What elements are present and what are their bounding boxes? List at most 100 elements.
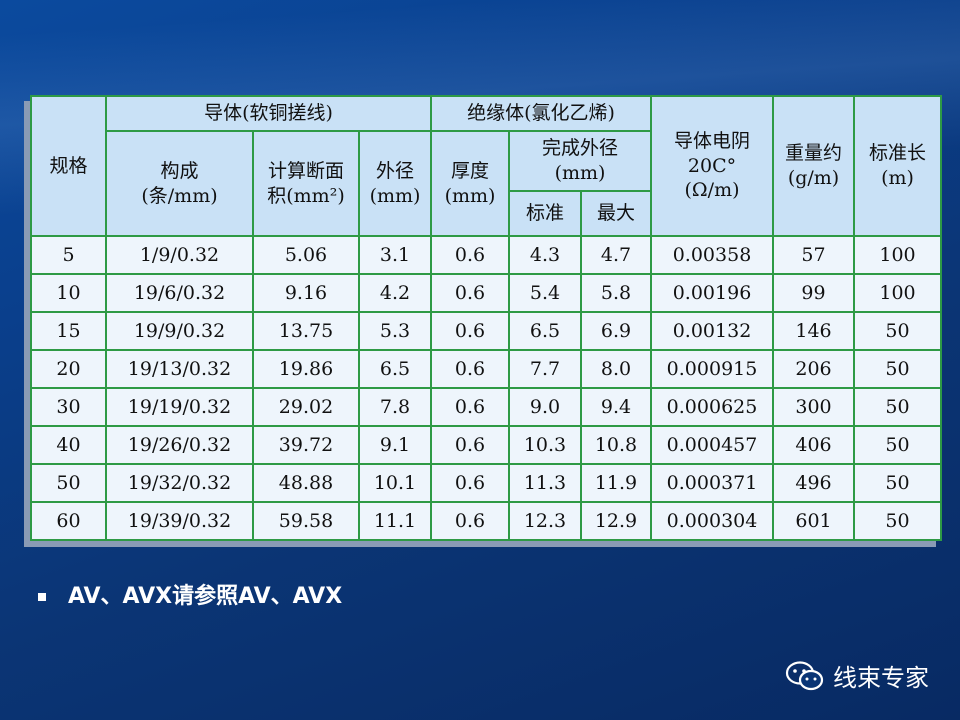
header-cell: 厚度 (mm) <box>430 130 510 237</box>
header-cell: 计算断面 积(mm²) <box>252 130 360 237</box>
bullet <box>38 593 46 601</box>
table-cell: 4.3 <box>508 235 582 275</box>
table-cell: 19/19/0.32 <box>105 387 254 427</box>
table-cell: 0.6 <box>430 311 510 351</box>
table-cell: 10 <box>30 273 107 313</box>
table-cell: 146 <box>772 311 856 351</box>
table-cell: 0.000371 <box>650 463 775 503</box>
table-cell: 13.75 <box>252 311 360 351</box>
wechat-icon <box>785 660 824 690</box>
table-cell: 0.6 <box>430 273 510 313</box>
table-cell: 4.2 <box>358 273 432 313</box>
table-row: 15 19/9/0.32 13.75 5.3 0.6 6.5 6.9 0.00132 146 50 <box>30 311 943 351</box>
table-row: 50 19/32/0.32 48.88 10.1 0.6 11.3 11.9 0.000371… <box>30 463 943 503</box>
table-cell: 50 <box>853 501 943 541</box>
table-cell: 15 <box>30 311 107 351</box>
table-cell: 9.4 <box>579 387 653 427</box>
table-cell: 50 <box>30 463 107 503</box>
table-cell: 9.1 <box>358 425 432 465</box>
table-body: 5 1/9/0.32 5.06 3.1 0.6 4.3 4.7 0.00358 57 100 10 1… <box>30 235 943 541</box>
table-cell: 0.000625 <box>650 387 775 427</box>
table-cell: 7.7 <box>508 349 582 389</box>
table-cell: 60 <box>30 501 107 541</box>
table-row: 10 19/6/0.32 9.16 4.2 0.6 5.4 5.8 0.00196 99 100 <box>30 273 943 313</box>
header-cell: 绝缘体(氯化乙烯) <box>429 95 653 132</box>
table-cell: 4.7 <box>579 235 653 275</box>
table-row: 5 1/9/0.32 5.06 3.1 0.6 4.3 4.7 0.00358 57 100 <box>30 235 943 275</box>
table-cell: 10.3 <box>508 425 582 465</box>
table-cell: 12.9 <box>579 501 653 541</box>
header-cell: 最大 <box>579 190 653 237</box>
table-cell: 19/9/0.32 <box>105 311 254 351</box>
table-cell: 3.1 <box>358 235 432 275</box>
table-cell: 5.06 <box>252 235 360 275</box>
table-cell: 48.88 <box>252 463 360 503</box>
table-cell: 100 <box>853 235 943 275</box>
table-cell: 50 <box>853 387 943 427</box>
table-cell: 0.6 <box>430 425 510 465</box>
table-cell: 8.0 <box>579 349 653 389</box>
note-text: AV、AVX请参照AV、AVX <box>68 584 343 609</box>
table-cell: 20 <box>30 349 107 389</box>
table-row: 30 19/19/0.32 29.02 7.8 0.6 9.0 9.4 0.000625 300… <box>30 387 943 427</box>
header-cell: 外径 (mm) <box>358 130 432 237</box>
header-cell: 标准 <box>508 190 582 237</box>
spec-table: 规格 导体(软铜搓线) 绝缘体(氯化乙烯) 导体电阴 20C° (Ω/m) 重量… <box>30 95 943 541</box>
bullet-note: AV、AVX请参照AV、AVX <box>38 578 342 610</box>
table-row: 40 19/26/0.32 39.72 9.1 0.6 10.3 10.8 0.000457 4… <box>30 425 943 465</box>
table-cell: 0.6 <box>430 349 510 389</box>
table-cell: 19/32/0.32 <box>105 463 254 503</box>
table-cell: 10.1 <box>358 463 432 503</box>
table-cell: 11.9 <box>579 463 653 503</box>
header-cell: 完成外径 (mm) <box>507 130 653 192</box>
table-cell: 6.9 <box>579 311 653 351</box>
header-cell: 标准长 (m) <box>853 95 943 237</box>
table-cell: 406 <box>772 425 856 465</box>
table-cell: 19/39/0.32 <box>105 501 254 541</box>
table-cell: 0.6 <box>430 501 510 541</box>
table-cell: 11.3 <box>508 463 582 503</box>
table-cell: 0.00358 <box>650 235 775 275</box>
watermark: 线束专家 <box>785 658 929 693</box>
table-cell: 10.8 <box>579 425 653 465</box>
table-cell: 0.000457 <box>650 425 775 465</box>
table-cell: 19.86 <box>252 349 360 389</box>
table-cell: 0.6 <box>430 235 510 275</box>
table-cell: 5 <box>30 235 107 275</box>
header-cell: 导体(软铜搓线) <box>105 95 432 132</box>
table-cell: 0.00132 <box>650 311 775 351</box>
table-cell: 9.0 <box>508 387 582 427</box>
table-row: 60 19/39/0.32 59.58 11.1 0.6 12.3 12.9 0.000304… <box>30 501 943 541</box>
table-cell: 6.5 <box>358 349 432 389</box>
table-cell: 12.3 <box>508 501 582 541</box>
table-cell: 19/6/0.32 <box>105 273 254 313</box>
table-cell: 11.1 <box>358 501 432 541</box>
watermark-text: 线束专家 <box>833 664 929 692</box>
table-cell: 19/13/0.32 <box>105 349 254 389</box>
table-cell: 1/9/0.32 <box>105 235 254 275</box>
table-cell: 39.72 <box>252 425 360 465</box>
table-cell: 59.58 <box>252 501 360 541</box>
header-cell: 重量约 (g/m) <box>772 95 856 237</box>
header-cell: 规格 <box>30 95 107 237</box>
header-cell: 构成 (条/mm) <box>105 130 254 237</box>
table-cell: 50 <box>853 311 943 351</box>
table-row: 20 19/13/0.32 19.86 6.5 0.6 7.7 8.0 0.000915 206… <box>30 349 943 389</box>
table-cell: 9.16 <box>252 273 360 313</box>
table-cell: 496 <box>772 463 856 503</box>
table-cell: 19/26/0.32 <box>105 425 254 465</box>
table-cell: 601 <box>772 501 856 541</box>
table-cell: 5.4 <box>508 273 582 313</box>
table-cell: 0.000304 <box>650 501 775 541</box>
table-cell: 40 <box>30 425 107 465</box>
table-cell: 5.3 <box>358 311 432 351</box>
table-cell: 50 <box>853 349 943 389</box>
table-cell: 0.00196 <box>650 273 775 313</box>
table-cell: 0.6 <box>430 463 510 503</box>
table-cell: 100 <box>853 273 943 313</box>
table-cell: 0.000915 <box>650 349 775 389</box>
table-cell: 29.02 <box>252 387 360 427</box>
table-cell: 50 <box>853 463 943 503</box>
table-cell: 300 <box>772 387 856 427</box>
